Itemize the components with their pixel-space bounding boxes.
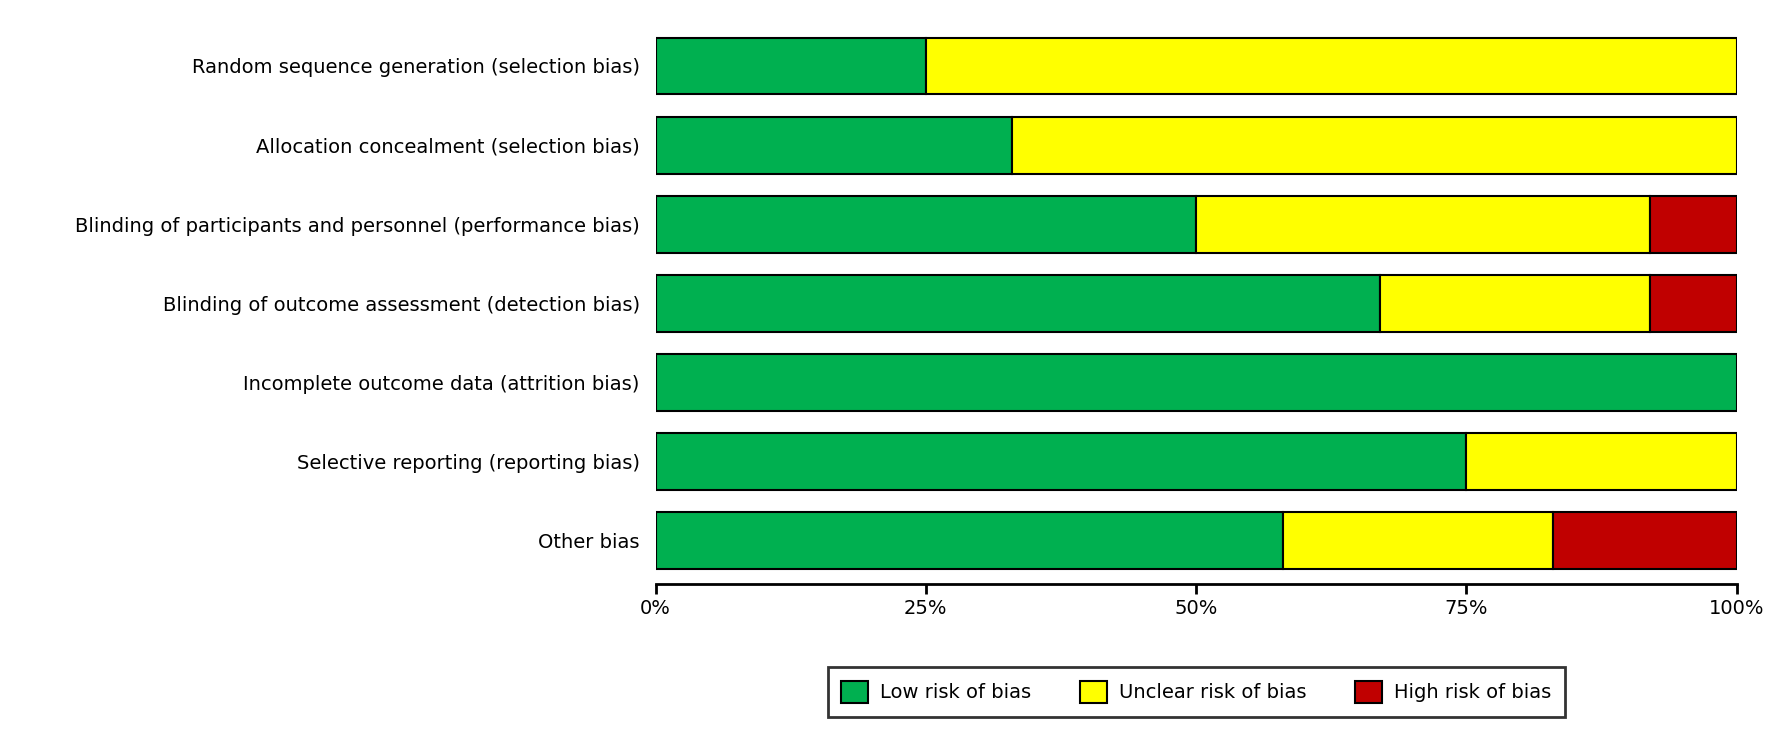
Bar [656, 275, 1380, 332]
Bar [1283, 512, 1552, 569]
Bar [656, 37, 925, 94]
Bar [1380, 275, 1650, 332]
Bar [656, 512, 1283, 569]
Bar [656, 117, 1012, 174]
Bar [656, 195, 1196, 252]
Bar [1465, 433, 1737, 490]
Legend: Low risk of bias, Unclear risk of bias, High risk of bias: Low risk of bias, Unclear risk of bias, … [828, 667, 1565, 717]
Bar [656, 433, 1465, 490]
Bar [1650, 275, 1737, 332]
Bar [1012, 117, 1737, 174]
Bar [656, 354, 1737, 411]
Bar [1552, 512, 1737, 569]
Bar [1196, 195, 1650, 252]
Bar [1650, 195, 1737, 252]
Bar [925, 37, 1737, 94]
